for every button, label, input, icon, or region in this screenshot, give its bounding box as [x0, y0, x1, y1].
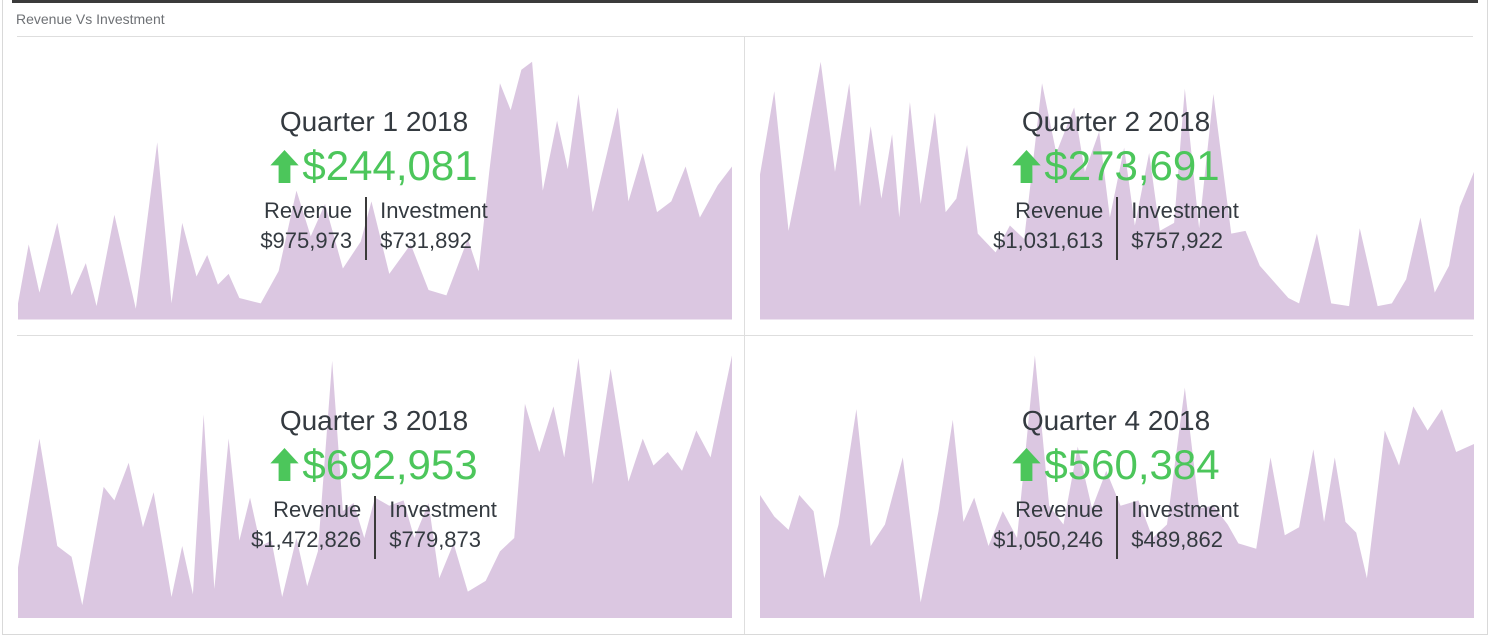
quarter-change: $692,953 [3, 441, 745, 489]
area-sparkline-q1 [18, 61, 732, 320]
breakdown-divider [374, 495, 377, 559]
card-top-accent-bar [12, 0, 1478, 3]
quarter-title: Quarter 3 2018 [279, 404, 469, 436]
revenue-value: $1,050,246 [993, 526, 1104, 552]
investment-value: $731,892 [380, 228, 472, 253]
up-arrow-icon [1012, 448, 1042, 481]
area-sparkline-q2 [760, 61, 1474, 320]
header-divider [17, 36, 1473, 37]
change-amount: $273,691 [1044, 142, 1220, 189]
up-arrow-icon [270, 149, 300, 183]
area-sparkline-q3 [18, 354, 732, 618]
up-arrow-icon [270, 448, 300, 481]
quarter-change: $560,384 [745, 441, 1487, 489]
revenue-value: $975,973 [260, 228, 353, 253]
quarter-change: $273,691 [745, 142, 1487, 190]
breakdown: Revenue $1,031,613 Investment $757,922 [745, 196, 1487, 260]
revenue-value: $1,031,613 [993, 228, 1104, 253]
change-amount: $560,384 [1044, 440, 1220, 488]
investment-value: $489,862 [1131, 526, 1224, 552]
revenue-label: Revenue [273, 496, 362, 522]
investment-value: $779,873 [389, 526, 482, 552]
breakdown: Revenue $975,973 Investment $731,892 [3, 196, 745, 260]
investment-label: Investment [1131, 198, 1239, 223]
area-sparkline-q4 [760, 354, 1474, 618]
breakdown-divider [1116, 197, 1119, 260]
kpi-overlay-q2: Quarter 2 2018 $273,691 Revenue $1,031,6… [745, 105, 1487, 260]
investment-label: Investment [380, 198, 488, 223]
up-arrow-icon [1012, 149, 1042, 183]
quarter-card-q4: Quarter 4 2018 $560,384 Revenue $1,050,2… [745, 335, 1487, 634]
quarter-grid: Quarter 1 2018 $244,081 Revenue $975,973… [3, 37, 1487, 634]
card-title: Revenue Vs Investment [16, 11, 165, 27]
quarter-card-q3: Quarter 3 2018 $692,953 Revenue $1,472,8… [3, 335, 745, 634]
kpi-overlay-q3: Quarter 3 2018 $692,953 Revenue $1,472,8… [3, 404, 745, 559]
breakdown-divider [365, 197, 368, 260]
card-header: Revenue Vs Investment [3, 0, 1487, 36]
breakdown: Revenue $1,050,246 Investment $489,862 [745, 495, 1487, 559]
quarter-title: Quarter 1 2018 [279, 106, 469, 137]
quarter-card-q2: Quarter 2 2018 $273,691 Revenue $1,031,6… [745, 37, 1487, 336]
quarter-title: Quarter 4 2018 [1021, 404, 1211, 436]
quarter-change: $244,081 [3, 142, 745, 190]
kpi-overlay-q4: Quarter 4 2018 $560,384 Revenue $1,050,2… [745, 404, 1487, 559]
quarter-title: Quarter 2 2018 [1021, 106, 1211, 137]
breakdown: Revenue $1,472,826 Investment $779,873 [3, 495, 745, 559]
investment-value: $757,922 [1131, 228, 1224, 253]
change-amount: $244,081 [302, 142, 478, 189]
revenue-label: Revenue [1015, 496, 1104, 522]
revenue-value: $1,472,826 [251, 526, 362, 552]
investment-label: Investment [389, 496, 497, 522]
quarter-card-q1: Quarter 1 2018 $244,081 Revenue $975,973… [3, 37, 745, 336]
kpi-overlay-q1: Quarter 1 2018 $244,081 Revenue $975,973… [3, 105, 745, 260]
breakdown-divider [1116, 495, 1119, 559]
revenue-label: Revenue [264, 198, 353, 223]
investment-label: Investment [1131, 496, 1239, 522]
revenue-label: Revenue [1015, 198, 1104, 223]
change-amount: $692,953 [302, 440, 478, 488]
